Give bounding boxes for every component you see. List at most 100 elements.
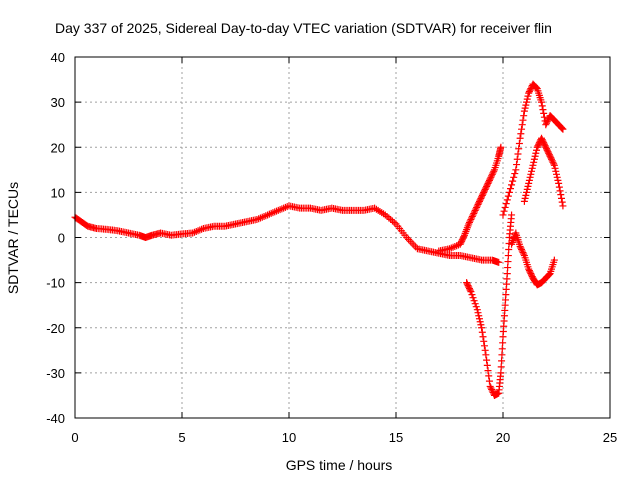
data-point [509,177,517,185]
data-point [523,95,531,103]
data-point [539,106,547,114]
data-point [463,279,471,287]
data-point [497,369,505,377]
data-point [549,158,557,166]
data-point [488,385,496,393]
data-point [525,179,533,187]
data-point [526,86,534,94]
data-point [540,109,548,117]
data-point [522,101,530,109]
data-point [456,240,464,248]
data-point [518,247,526,255]
data-point [524,182,532,190]
data-point [514,150,522,158]
data-point [499,339,507,347]
data-point [513,161,521,169]
data-point [482,184,490,192]
data-point [528,271,536,279]
data-point [480,337,488,345]
data-point [473,306,481,314]
data-point [460,233,468,241]
data-point [528,167,536,175]
data-point [465,218,473,226]
data-point [517,244,525,252]
data-point [466,217,474,225]
data-point [557,194,565,202]
data-point [465,285,473,293]
data-point [485,178,493,186]
data-point [478,191,486,199]
data-point [464,282,472,290]
data-point [468,291,476,299]
data-point [504,264,512,272]
data-point [504,252,512,260]
data-point [506,185,514,193]
data-point [525,267,533,275]
data-point [468,212,476,220]
data-point [545,151,553,159]
data-point [523,185,531,193]
data-point [543,146,551,154]
data-point [530,155,538,163]
data-point [499,211,507,219]
data-point [486,175,494,183]
data-point [513,155,521,163]
data-point [546,152,554,160]
data-point [528,164,536,172]
data-point [520,112,528,120]
data-point [476,318,484,326]
data-marks [71,80,567,399]
data-point [526,173,534,181]
data-point [475,199,483,207]
data-point [518,246,526,254]
data-point [475,197,483,205]
data-point [479,333,487,341]
data-point [532,83,540,91]
data-point [521,194,529,202]
data-point [483,181,491,189]
data-point [517,130,525,138]
data-point [475,312,483,320]
data-point [516,243,524,251]
data-point [458,236,466,244]
y-tick-label: -20 [46,321,65,336]
data-point [475,315,483,323]
data-point [479,190,487,198]
data-point [533,146,541,154]
data-point [520,250,528,258]
data-point [459,234,467,242]
x-tick-label: 5 [178,430,185,445]
series-tail [520,134,567,210]
data-point [503,196,511,204]
data-point [483,182,491,190]
data-point [466,286,474,294]
data-point [534,142,542,150]
data-point [552,167,560,175]
series-upper-branch [435,143,505,255]
data-point [458,237,466,245]
data-point [521,104,529,112]
data-point [555,183,563,191]
data-point [543,118,551,126]
data-point [489,169,497,177]
data-point [542,121,550,129]
data-point [472,205,480,213]
data-point [538,134,546,142]
data-point [485,372,493,380]
data-point [498,345,506,353]
data-point [487,173,495,181]
data-point [527,270,535,278]
data-point [505,246,513,254]
data-point [478,324,486,332]
data-point [512,166,520,174]
data-point [543,119,551,127]
data-point [529,161,537,169]
data-point [525,89,533,97]
data-point [480,342,488,350]
data-point [481,185,489,193]
data-point [467,288,475,296]
data-point [504,258,512,266]
data-point [557,124,565,132]
data-point [519,249,527,257]
data-point [544,116,552,124]
